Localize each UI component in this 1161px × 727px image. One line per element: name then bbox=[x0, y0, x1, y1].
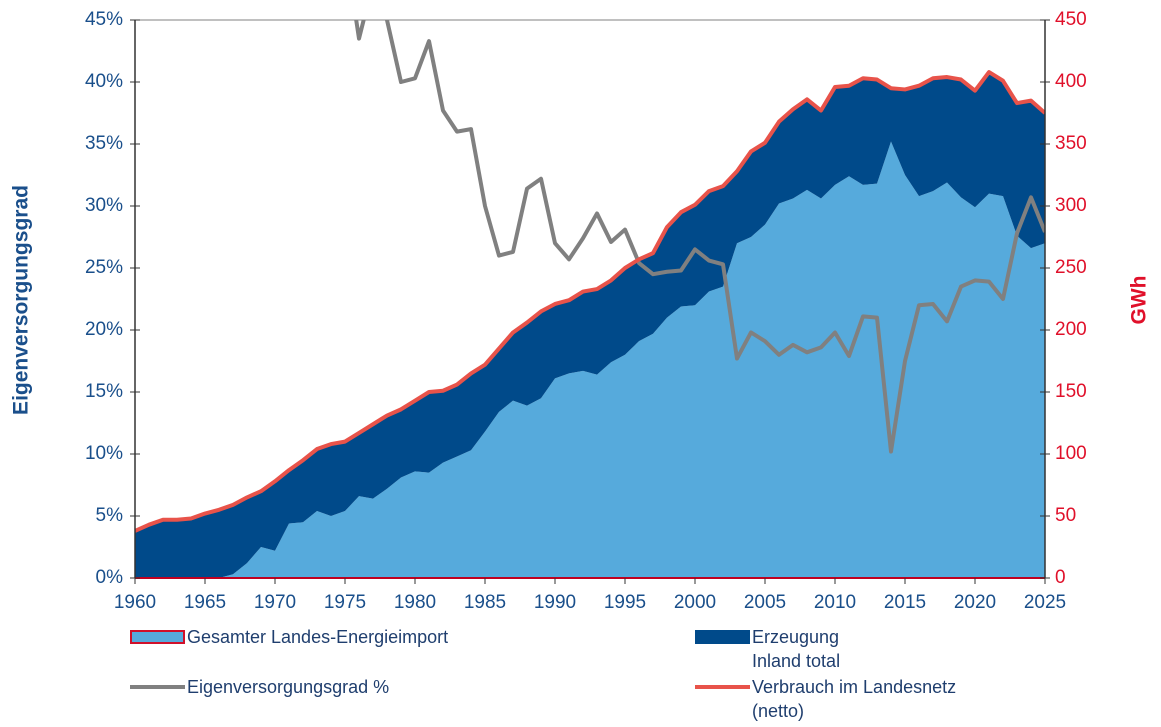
y2-tick-label: 150 bbox=[1055, 381, 1087, 402]
legend-swatch bbox=[695, 685, 750, 689]
legend-label: Gesamter Landes-Energieimport bbox=[187, 627, 449, 647]
x-tick-label: 1970 bbox=[254, 592, 296, 613]
area bbox=[135, 141, 1045, 578]
x-tick-label: 1985 bbox=[464, 592, 506, 613]
x-tick-label: 1975 bbox=[324, 592, 366, 613]
y-tick-label: 35% bbox=[85, 133, 123, 154]
y-tick-label: 15% bbox=[85, 381, 123, 402]
x-tick-label: 1995 bbox=[604, 592, 646, 613]
x-tick-label: 2010 bbox=[814, 592, 856, 613]
y2-tick-label: 200 bbox=[1055, 319, 1087, 340]
x-tick-label: 2005 bbox=[744, 592, 786, 613]
y-axis-label: Eigenversorgungsgrad bbox=[10, 185, 33, 415]
area bbox=[135, 72, 1045, 578]
legend-swatch bbox=[695, 630, 750, 644]
y2-tick-label: 100 bbox=[1055, 443, 1087, 464]
y2-tick-label: 350 bbox=[1055, 133, 1087, 154]
y2-tick-label: 250 bbox=[1055, 257, 1087, 278]
y-tick-label: 45% bbox=[85, 9, 123, 30]
x-tick-label: 2000 bbox=[674, 592, 716, 613]
y-tick-label: 10% bbox=[85, 443, 123, 464]
legend-swatch bbox=[130, 630, 185, 644]
plot bbox=[135, 20, 1045, 578]
x-tick-label: 2025 bbox=[1024, 592, 1066, 613]
legend-label: Eigenversorgungsgrad % bbox=[187, 677, 390, 697]
y-tick-label: 0% bbox=[96, 567, 124, 588]
y2-tick-label: 300 bbox=[1055, 195, 1087, 216]
y-tick-label: 5% bbox=[96, 505, 124, 526]
y2-axis-label: GWh bbox=[1128, 276, 1151, 325]
legend-label: Verbrauch im Landesnetz (netto) bbox=[752, 677, 957, 721]
x-tick-label: 1960 bbox=[114, 592, 156, 613]
x-tick-label: 1965 bbox=[184, 592, 226, 613]
y-tick-label: 25% bbox=[85, 257, 123, 278]
y-tick-label: 30% bbox=[85, 195, 123, 216]
line bbox=[354, 20, 1045, 454]
x-tick-label: 1990 bbox=[534, 592, 576, 613]
y2-tick-label: 450 bbox=[1055, 9, 1087, 30]
x-tick-label: 1980 bbox=[394, 592, 436, 613]
chart: Eigenversorgungsgrad GWh 0% 5% 10% 15% 20% 25… bbox=[10, 9, 1151, 613]
legend-label: Erzeugung Inland total bbox=[752, 627, 841, 671]
x-tick-label: 2020 bbox=[954, 592, 996, 613]
y-tick-label: 20% bbox=[85, 319, 123, 340]
y2-tick-label: 0 bbox=[1055, 567, 1066, 588]
x-tick-label: 2015 bbox=[884, 592, 926, 613]
line bbox=[135, 70, 1045, 533]
y2-tick-label: 400 bbox=[1055, 71, 1087, 92]
legend-swatch bbox=[130, 685, 185, 689]
y2-tick-label: 50 bbox=[1055, 505, 1076, 526]
y-tick-label: 40% bbox=[85, 71, 123, 92]
